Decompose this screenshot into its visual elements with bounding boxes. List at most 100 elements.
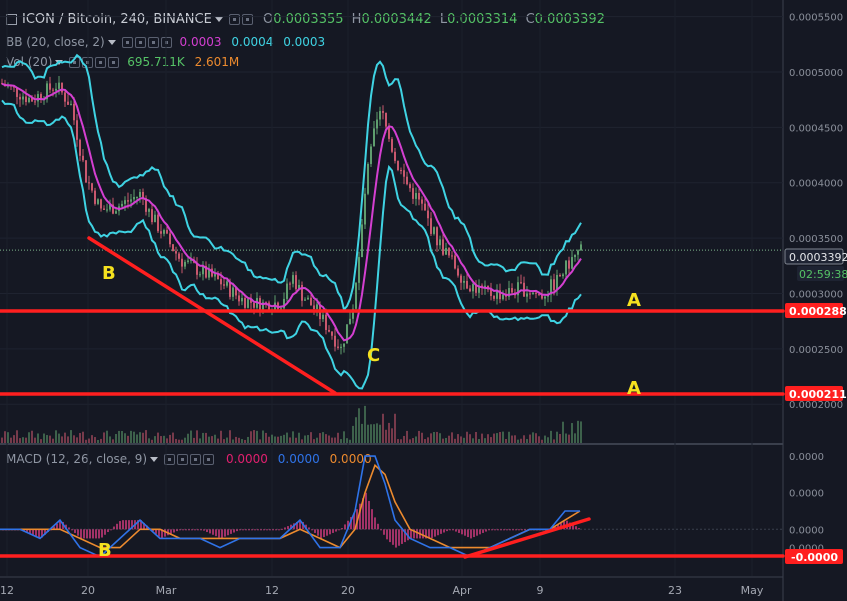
macd-histogram-bar bbox=[116, 523, 118, 530]
volume-bar bbox=[565, 433, 567, 443]
macd-histogram-bar bbox=[107, 529, 109, 533]
volume-bar bbox=[142, 432, 144, 443]
volume-bar bbox=[358, 408, 360, 443]
candle-body bbox=[328, 329, 330, 332]
candle-body bbox=[568, 260, 570, 269]
macd-histogram-bar bbox=[89, 529, 91, 539]
volume-bar bbox=[187, 433, 189, 443]
candle-body bbox=[244, 297, 246, 308]
macd-histogram-bar bbox=[218, 529, 220, 538]
volume-bar bbox=[49, 435, 51, 443]
candle-body bbox=[496, 290, 498, 299]
chevron-down-icon[interactable] bbox=[107, 40, 116, 45]
settings-icon[interactable] bbox=[228, 14, 240, 25]
high-label: H bbox=[351, 12, 362, 27]
vol-value-2: 2.601M bbox=[194, 55, 240, 69]
vol-label[interactable]: Vol (20) bbox=[6, 55, 53, 69]
volume-bar bbox=[571, 423, 573, 443]
macd-histogram-bar bbox=[92, 529, 94, 539]
more-icon[interactable] bbox=[190, 454, 202, 465]
volume-bar bbox=[169, 434, 171, 443]
settings-icon[interactable] bbox=[177, 454, 189, 465]
symbol-title[interactable]: ICON / Bitcoin, 240, BINANCE bbox=[22, 12, 212, 27]
candle-body bbox=[454, 255, 456, 269]
candle-body bbox=[574, 254, 576, 258]
candle-body bbox=[370, 146, 372, 164]
settings-icon[interactable] bbox=[134, 37, 146, 48]
volume-bar bbox=[373, 424, 375, 443]
candle-body bbox=[541, 294, 543, 299]
volume-bar bbox=[73, 435, 75, 443]
macd-histogram-bar bbox=[362, 498, 364, 530]
volume-bar bbox=[355, 417, 357, 443]
candle-body bbox=[46, 83, 48, 100]
volume-bar bbox=[406, 430, 408, 443]
volume-bar bbox=[574, 433, 576, 443]
candle-body bbox=[250, 299, 252, 303]
macd-histogram-bar bbox=[353, 513, 355, 530]
macd-histogram-bar bbox=[29, 529, 31, 534]
bb-upper-band bbox=[1, 53, 582, 312]
more-icon[interactable] bbox=[95, 57, 107, 68]
macd-histogram-bar bbox=[224, 529, 226, 537]
volume-bar bbox=[334, 437, 336, 443]
macd-histogram-bar bbox=[491, 529, 493, 531]
candle-body bbox=[361, 224, 363, 258]
candle-body bbox=[100, 199, 102, 209]
candle-body bbox=[532, 292, 534, 295]
macd-histogram-bar bbox=[341, 528, 343, 530]
candle-body bbox=[286, 283, 288, 299]
macd-histogram-bar bbox=[86, 529, 88, 539]
candle-body bbox=[205, 265, 207, 278]
candle-body bbox=[469, 288, 471, 292]
candle-body bbox=[472, 284, 474, 292]
macd-histogram-bar bbox=[119, 521, 121, 530]
volume-bar bbox=[157, 432, 159, 443]
volume-bar bbox=[259, 439, 261, 443]
macd-histogram-bar bbox=[275, 529, 277, 531]
volume-bar bbox=[118, 430, 120, 443]
macd-histogram-bar bbox=[521, 529, 523, 531]
close-icon[interactable] bbox=[108, 57, 120, 68]
compare-icon[interactable] bbox=[241, 14, 253, 25]
candle-body bbox=[343, 343, 345, 347]
macd-histogram-bar bbox=[434, 529, 436, 537]
volume-bar bbox=[4, 431, 6, 443]
macd-histogram-bar bbox=[242, 529, 244, 531]
bb-label[interactable]: BB (20, close, 2) bbox=[6, 35, 105, 49]
volume-bar bbox=[25, 437, 27, 443]
macd-histogram-bar bbox=[188, 529, 190, 531]
countdown-text: 02:59:38 bbox=[799, 268, 847, 281]
close-icon[interactable] bbox=[203, 454, 215, 465]
eye-icon[interactable] bbox=[121, 37, 133, 48]
macd-histogram-bar bbox=[257, 529, 259, 531]
macd-histogram-bar bbox=[44, 529, 46, 535]
volume-bar bbox=[10, 437, 12, 443]
macd-tick-label: 0.0000 bbox=[789, 452, 824, 463]
label-c: C bbox=[367, 345, 380, 366]
annotations bbox=[0, 236, 785, 559]
candle-body bbox=[526, 293, 528, 297]
chevron-down-icon[interactable] bbox=[214, 17, 223, 22]
chevron-down-icon[interactable] bbox=[150, 457, 159, 462]
macd-histogram-bar bbox=[287, 526, 289, 530]
volume-bar bbox=[190, 430, 192, 443]
macd-histogram-bar bbox=[281, 528, 283, 530]
candle-body bbox=[358, 257, 360, 283]
price-tick-label: 0.0005000 bbox=[789, 68, 843, 79]
more-icon[interactable] bbox=[147, 37, 159, 48]
volume-bar bbox=[172, 432, 174, 443]
candle-body bbox=[151, 209, 153, 223]
macd-label[interactable]: MACD (12, 26, close, 9) bbox=[6, 452, 148, 466]
macd-histogram-bar bbox=[251, 529, 253, 531]
macd-histogram-bar bbox=[497, 529, 499, 531]
eye-icon[interactable] bbox=[164, 454, 176, 465]
macd-histogram-bar bbox=[458, 529, 460, 533]
volume-bar bbox=[40, 439, 42, 443]
last-price-badge bbox=[784, 248, 844, 265]
candle-body bbox=[82, 155, 84, 161]
macd-histogram-bar bbox=[221, 529, 223, 538]
macd-histogram-bar bbox=[443, 529, 445, 533]
